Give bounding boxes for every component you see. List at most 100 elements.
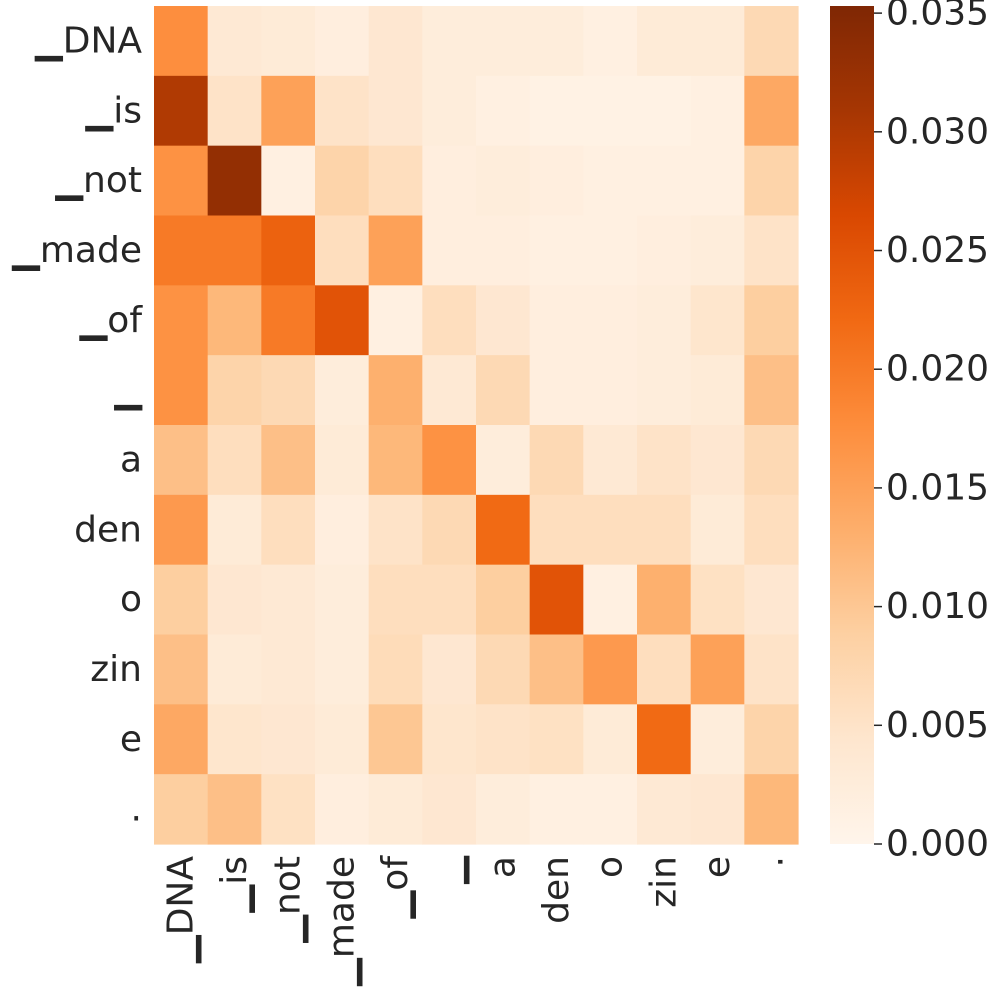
heatmap-cell xyxy=(529,285,584,356)
heatmap-cell xyxy=(315,355,370,426)
colorbar: 0.000 0.005 0.010 0.015 0.020 0.025 0.030 0.035 xyxy=(830,0,989,865)
heatmap-cell xyxy=(690,634,745,705)
heatmap-cell xyxy=(583,215,638,286)
heatmap-cell xyxy=(744,774,799,845)
x-tick-label: ▁not xyxy=(268,856,309,944)
heatmap-cell xyxy=(207,215,262,286)
heatmap-cell xyxy=(583,564,638,636)
y-tick-label: a xyxy=(120,439,142,480)
heatmap-cell xyxy=(154,6,209,77)
heatmap-cell xyxy=(368,6,423,77)
heatmap-cell xyxy=(207,494,262,566)
colorbar-ticks: 0.000 0.005 0.010 0.015 0.020 0.025 0.030 0.035 xyxy=(874,0,989,865)
heatmap-cell xyxy=(368,145,423,217)
heatmap-cell xyxy=(154,285,209,356)
heatmap-cell xyxy=(637,285,692,356)
heatmap-cell xyxy=(744,6,799,77)
heatmap-cell xyxy=(154,704,209,775)
heatmap-cell xyxy=(476,425,531,496)
heatmap-cell xyxy=(422,355,477,426)
heatmap-cell xyxy=(422,774,477,845)
heatmap-cell xyxy=(476,285,531,356)
heatmap-cell xyxy=(476,704,531,775)
heatmap-cell xyxy=(368,704,423,775)
heatmap-cell xyxy=(261,634,316,705)
heatmap-cell xyxy=(315,285,370,356)
heatmap-cell xyxy=(690,425,745,496)
heatmap-cell xyxy=(476,355,531,426)
heatmap-cell xyxy=(690,6,745,77)
heatmap-cell xyxy=(476,145,531,217)
heatmap-cell xyxy=(690,355,745,426)
heatmap-cell xyxy=(476,75,531,147)
heatmap-cell xyxy=(207,425,262,496)
heatmap-cell xyxy=(690,704,745,775)
heatmap-cell xyxy=(637,634,692,705)
heatmap-cell xyxy=(154,215,209,286)
colorbar-tick-label: 0.005 xyxy=(886,705,989,746)
heatmap-cell xyxy=(690,285,745,356)
heatmap-cell xyxy=(315,75,370,147)
y-tick-label: zin xyxy=(90,649,142,690)
heatmap-cell xyxy=(207,355,262,426)
heatmap-cell xyxy=(261,564,316,636)
heatmap-cell xyxy=(422,634,477,705)
heatmap-cell xyxy=(261,425,316,496)
heatmap-cell xyxy=(690,494,745,566)
heatmap-cell xyxy=(529,425,584,496)
heatmap-cell xyxy=(261,145,316,217)
y-tick-label: ▁is xyxy=(85,90,142,131)
y-tick-label: den xyxy=(74,509,142,550)
heatmap-cell xyxy=(315,215,370,286)
y-tick-label: . xyxy=(131,789,142,830)
heatmap-cell xyxy=(261,285,316,356)
heatmap-cell xyxy=(583,425,638,496)
heatmap-cell xyxy=(422,6,477,77)
x-tick-label: zin xyxy=(643,856,684,908)
heatmap-cell xyxy=(315,704,370,775)
heatmap-cell xyxy=(207,704,262,775)
heatmap-cell xyxy=(529,355,584,426)
heatmap-cell xyxy=(315,145,370,217)
heatmap-cell xyxy=(529,215,584,286)
heatmap-cell xyxy=(744,634,799,705)
heatmap-cell xyxy=(422,425,477,496)
x-tick-label: ▁ xyxy=(429,855,470,885)
heatmap-cell xyxy=(637,6,692,77)
heatmap-cell xyxy=(154,634,209,705)
heatmap-cell xyxy=(422,75,477,147)
heatmap-cell xyxy=(368,75,423,147)
colorbar-tick-label: 0.015 xyxy=(886,467,989,508)
heatmap-cell xyxy=(315,6,370,77)
heatmap-cell xyxy=(422,704,477,775)
heatmap-cell xyxy=(529,564,584,636)
heatmap-cell xyxy=(368,355,423,426)
heatmap-cell xyxy=(583,145,638,217)
y-tick-label: ▁ xyxy=(113,370,143,411)
heatmap-cell xyxy=(476,564,531,636)
y-tick-label: ▁of xyxy=(79,300,144,341)
heatmap-cell xyxy=(529,774,584,845)
heatmap-cell xyxy=(476,6,531,77)
heatmap-cell xyxy=(476,774,531,845)
heatmap-cell xyxy=(422,145,477,217)
heatmap-cell xyxy=(368,215,423,286)
heatmap-cell xyxy=(583,494,638,566)
heatmap-cells xyxy=(154,6,799,845)
heatmap-cell xyxy=(529,704,584,775)
heatmap-cell xyxy=(690,215,745,286)
heatmap-cell xyxy=(261,75,316,147)
heatmap-cell xyxy=(690,145,745,217)
heatmap-cell xyxy=(207,564,262,636)
heatmap-cell xyxy=(261,704,316,775)
heatmap-cell xyxy=(529,6,584,77)
heatmap-cell xyxy=(744,355,799,426)
x-tick-labels: ▁DNA ▁is ▁not ▁made ▁of ▁ a den o zin e. xyxy=(160,855,791,987)
heatmap-cell xyxy=(154,355,209,426)
heatmap-cell xyxy=(154,75,209,147)
heatmap-cell xyxy=(154,494,209,566)
heatmap-cell xyxy=(744,494,799,566)
heatmap-cell xyxy=(207,6,262,77)
heatmap-cell xyxy=(529,75,584,147)
